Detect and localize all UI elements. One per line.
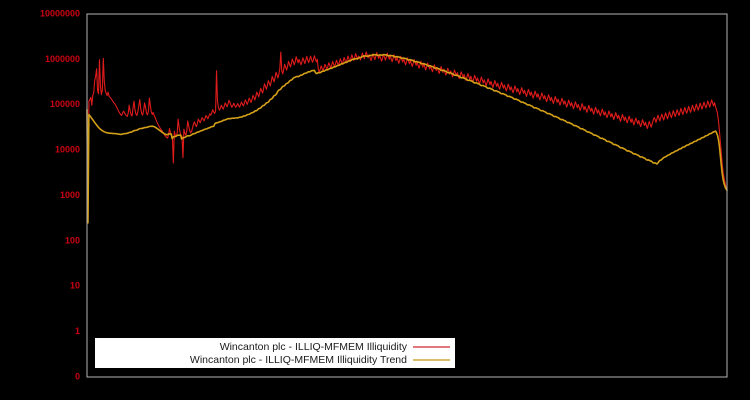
illiquidity-legend-entry-label: Wincanton plc - ILLIQ-MFMEM Illiquidity — [220, 341, 408, 353]
illiquidity-trend-series-line — [86, 53, 728, 224]
y-axis-tick-10000: 10000 — [55, 145, 80, 155]
y-axis-tick-0: 0 — [75, 371, 80, 381]
data-series-group — [86, 51, 728, 224]
y-axis-tick-10000000: 10000000 — [40, 8, 80, 18]
y-axis-tick-100: 100 — [65, 235, 80, 245]
chart-legend[interactable]: Wincanton plc - ILLIQ-MFMEM IlliquidityW… — [95, 338, 455, 368]
y-axis-tick-1: 1 — [75, 326, 80, 336]
y-axis-tick-10: 10 — [70, 281, 80, 291]
y-axis-tick-100000: 100000 — [50, 99, 80, 109]
plot-area-border — [86, 13, 728, 378]
y-axis-tick-1000000: 1000000 — [45, 54, 80, 64]
illiquidity-trend-legend-entry-label: Wincanton plc - ILLIQ-MFMEM Illiquidity … — [190, 354, 407, 366]
plot-area-background — [87, 14, 727, 377]
y-axis-tick-1000: 1000 — [60, 190, 80, 200]
legend-background — [95, 338, 455, 368]
